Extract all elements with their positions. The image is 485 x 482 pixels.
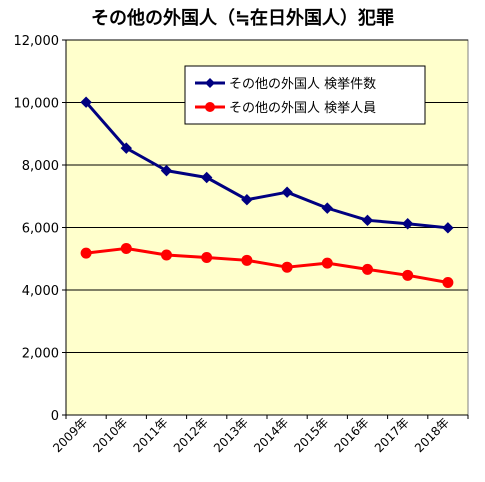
x-tick-label: 2013年: [211, 415, 251, 455]
y-tick-label: 0: [51, 409, 59, 424]
data-point: [401, 218, 414, 230]
data-point: [80, 96, 92, 108]
data-point: [442, 277, 454, 288]
data-point: [120, 142, 133, 154]
data-point: [362, 263, 373, 275]
x-tick-label: 2015年: [291, 415, 331, 455]
data-point: [161, 249, 172, 261]
data-point: [120, 242, 132, 254]
legend-marker: [205, 102, 215, 112]
data-point: [321, 257, 333, 269]
y-tick-label: 10,000: [14, 97, 60, 112]
data-point: [402, 269, 414, 281]
legend: [184, 65, 426, 125]
data-point: [361, 214, 374, 227]
data-point: [200, 171, 213, 184]
data-point: [442, 222, 454, 234]
y-tick-label: 2,000: [22, 347, 59, 362]
x-tick-label: 2017年: [372, 415, 412, 455]
series-line-2: [85, 246, 449, 284]
x-tick-label: 2012年: [171, 415, 211, 455]
x-tick-label: 2016年: [332, 415, 372, 455]
x-tick-label: 2014年: [251, 415, 291, 455]
data-point: [321, 202, 334, 214]
data-point: [281, 261, 293, 273]
data-point: [201, 252, 213, 263]
x-tick-label: 2011年: [131, 415, 171, 455]
legend-label: その他の外国人 検挙人員: [229, 101, 376, 116]
x-tick-label: 2010年: [90, 415, 130, 455]
y-tick-label: 8,000: [22, 159, 59, 174]
data-point: [160, 164, 173, 177]
x-tick-label: 2018年: [412, 415, 452, 455]
data-point: [80, 247, 92, 259]
series-line-1: [84, 101, 449, 230]
legend-marker: [205, 78, 215, 88]
chart-title: その他の外国人（≒在日外国人）犯罪: [90, 8, 395, 29]
data-point: [281, 186, 293, 198]
y-tick-label: 12,000: [14, 34, 60, 49]
data-point: [241, 193, 253, 206]
legend-label: その他の外国人 検挙件数: [229, 77, 376, 92]
y-tick-label: 6,000: [22, 222, 59, 237]
y-tick-label: 4,000: [22, 284, 59, 299]
data-point: [241, 254, 253, 266]
